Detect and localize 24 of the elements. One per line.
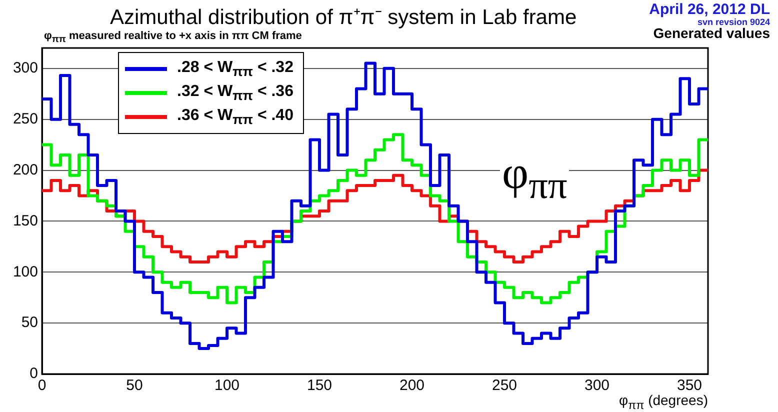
- y-tick-label: 300: [12, 60, 38, 77]
- y-tick-label: 150: [12, 212, 38, 230]
- x-tick-label: 150: [306, 377, 332, 394]
- x-tick-label: 100: [214, 377, 240, 394]
- y-tick-label: 200: [12, 161, 38, 178]
- chart-subtitle: φ$_{ππ}$ measured realtive to +x axis in ππ CM frame: [44, 30, 302, 44]
- x-tick-label: 350: [676, 377, 702, 394]
- annotation: φ$_{ππ}$: [500, 147, 570, 208]
- text: April 26, 2012 DL: [649, 1, 770, 18]
- x-tick-label: 200: [399, 377, 425, 394]
- y-tick-label: 250: [12, 110, 38, 128]
- legend-label: .32 < W$_{ππ}$ < .36: [177, 82, 294, 104]
- text: svn revsion 9024: [697, 17, 770, 27]
- y-tick-label: 100: [12, 263, 38, 280]
- x-tick-label: 50: [126, 377, 143, 394]
- text: Generated values: [653, 25, 770, 41]
- x-tick-label: 250: [492, 377, 518, 394]
- x-axis-title: φ$_{ππ}$ (degrees): [619, 392, 708, 412]
- chart-title: Azimuthal distribution of π⁺π⁻ system in Lab frame: [110, 5, 577, 30]
- y-tick-label: 50: [21, 314, 38, 332]
- y-tick-label: 0: [30, 365, 38, 382]
- x-tick-label: 300: [584, 377, 610, 394]
- legend-label: .28 < W$_{ππ}$ < .32: [177, 58, 294, 80]
- legend-label: .36 < W$_{ππ}$ < .40: [177, 106, 294, 128]
